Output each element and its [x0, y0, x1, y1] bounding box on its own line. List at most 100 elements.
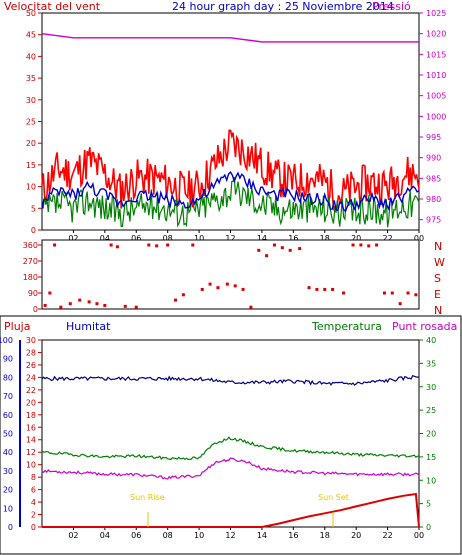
- direction-point: [155, 244, 159, 248]
- top-x-ticks: 02 04 06 08 10 12 14 16 18 20 22 00: [68, 230, 424, 243]
- top-x-tick-label: 18: [320, 234, 330, 243]
- top-x-tick-label: 00: [414, 234, 424, 243]
- pressure-series: [41, 33, 419, 43]
- pressure-axis-label: Pressió: [372, 0, 411, 13]
- pressure-y-tick-label: 985: [426, 174, 441, 183]
- wind-y-tick-label: 20: [26, 139, 36, 148]
- wind-y-tick-label: 0: [31, 226, 36, 235]
- direction-point: [147, 243, 151, 247]
- rain-y-tick-label: 30: [3, 467, 13, 476]
- direction-point: [307, 286, 311, 290]
- direction-point: [288, 248, 292, 252]
- bottom-x-ticks: 02 04 06 08 10 12 14 16 18 20 22 00: [68, 527, 424, 540]
- humidity-y-tick-label: 6: [31, 486, 36, 495]
- wind-pressure-series: [41, 33, 420, 228]
- humidity-y-tick-label: 30: [26, 336, 36, 345]
- direction-point: [359, 243, 363, 247]
- direction-y-tick-label: 270: [23, 257, 38, 266]
- pressure-y-tick-label: 1025: [426, 9, 446, 18]
- direction-y-tick-label: 0: [33, 305, 38, 314]
- humidity-y-tick-label: 14: [26, 436, 36, 445]
- direction-point: [390, 291, 394, 295]
- rain-y-tick-label: 70: [3, 392, 13, 401]
- bottom-x-tick-label: 00: [414, 531, 424, 540]
- direction-point: [87, 300, 91, 304]
- rain-y-tick-label: 20: [3, 486, 13, 495]
- direction-point: [208, 282, 212, 286]
- temperature-y-tick-label: 15: [426, 453, 436, 462]
- humidity-y-tick-label: 26: [26, 361, 36, 370]
- bottom-x-tick-label: 16: [288, 531, 298, 540]
- sunrise-label: Sun Rise: [130, 493, 165, 502]
- bottom-x-tick-label: 22: [382, 531, 392, 540]
- wind-y-tick-label: 10: [26, 183, 36, 192]
- temperature-y-tick-label: 0: [426, 523, 431, 532]
- direction-point: [78, 298, 82, 302]
- humidity-y-tick-label: 28: [26, 348, 36, 357]
- wind-pressure-panel: Velocitat del vent 24 hour graph day : 2…: [4, 0, 446, 243]
- direction-point: [123, 304, 127, 308]
- direction-panel-frame: [41, 239, 420, 310]
- wind-speed-series: [41, 129, 420, 213]
- direction-point: [191, 243, 195, 247]
- direction-point: [414, 293, 418, 297]
- humidity-y-tick-label: 0: [31, 523, 36, 532]
- wind-y-tick-label: 35: [26, 74, 36, 83]
- dewpoint-label: Punt rosada: [392, 320, 457, 333]
- direction-points: [43, 243, 418, 309]
- direction-point: [166, 243, 170, 247]
- temperature-y-tick-label: 35: [426, 359, 436, 368]
- direction-point: [382, 291, 386, 295]
- temperature-y-tick-label: 10: [426, 476, 436, 485]
- direction-point: [95, 302, 99, 306]
- bottom-x-tick-label: 10: [194, 531, 204, 540]
- pressure-y-tick-label: 1020: [426, 30, 446, 39]
- pressure-y-ticks: 975 980 985 990 995 1000 1005 1010 1015 1020 1025: [419, 9, 446, 225]
- bottom-x-tick-label: 12: [225, 531, 235, 540]
- direction-point: [323, 287, 327, 291]
- top-x-tick-label: 02: [68, 234, 78, 243]
- bottom-x-tick-label: 14: [257, 531, 267, 540]
- direction-y-ticks: 0 90 180 270 360: [23, 241, 42, 314]
- pressure-y-tick-label: 975: [426, 216, 441, 225]
- rain-y-tick-label: 80: [3, 373, 13, 382]
- bottom-x-tick-label: 20: [351, 531, 361, 540]
- direction-point: [48, 291, 52, 295]
- top-x-tick-label: 22: [382, 234, 392, 243]
- humidity-y-tick-label: 18: [26, 411, 36, 420]
- wind-axis-label: Velocitat del vent: [4, 0, 101, 13]
- humidity-y-tick-label: 4: [31, 498, 36, 507]
- direction-point: [43, 303, 47, 307]
- temperature-y-tick-label: 5: [426, 500, 431, 509]
- top-x-tick-label: 20: [351, 234, 361, 243]
- humidity-y-tick-label: 24: [26, 373, 36, 382]
- wind-green-series: [41, 177, 420, 228]
- direction-point: [233, 284, 237, 288]
- temperature-y-tick-label: 30: [426, 383, 436, 392]
- top-x-tick-label: 06: [131, 234, 141, 243]
- direction-point: [406, 291, 410, 295]
- lower-panel-frame: [41, 339, 420, 528]
- wind-y-tick-label: 5: [31, 204, 36, 213]
- direction-point: [367, 244, 371, 248]
- direction-point: [375, 243, 379, 247]
- direction-point: [59, 305, 63, 309]
- temperature-y-ticks: 0 5 10 15 20 25 30 35 40: [419, 336, 436, 532]
- rain-y-tick-label: 0: [8, 523, 13, 532]
- direction-point: [103, 303, 107, 307]
- rain-y-tick-label: 10: [3, 504, 13, 513]
- rain-y-tick-label: 50: [3, 430, 13, 439]
- pressure-y-tick-label: 980: [426, 195, 441, 204]
- humidity-label: Humitat: [66, 320, 111, 333]
- top-x-tick-label: 16: [288, 234, 298, 243]
- direction-point: [272, 243, 276, 247]
- temperature-label: Temperatura: [311, 320, 382, 333]
- rain-y-tick-label: 60: [3, 411, 13, 420]
- humidity-y-tick-label: 8: [31, 473, 36, 482]
- wind-y-tick-label: 50: [26, 9, 36, 18]
- wind-y-tick-label: 25: [26, 118, 36, 127]
- direction-point: [257, 248, 261, 252]
- bottom-x-tick-label: 04: [100, 531, 110, 540]
